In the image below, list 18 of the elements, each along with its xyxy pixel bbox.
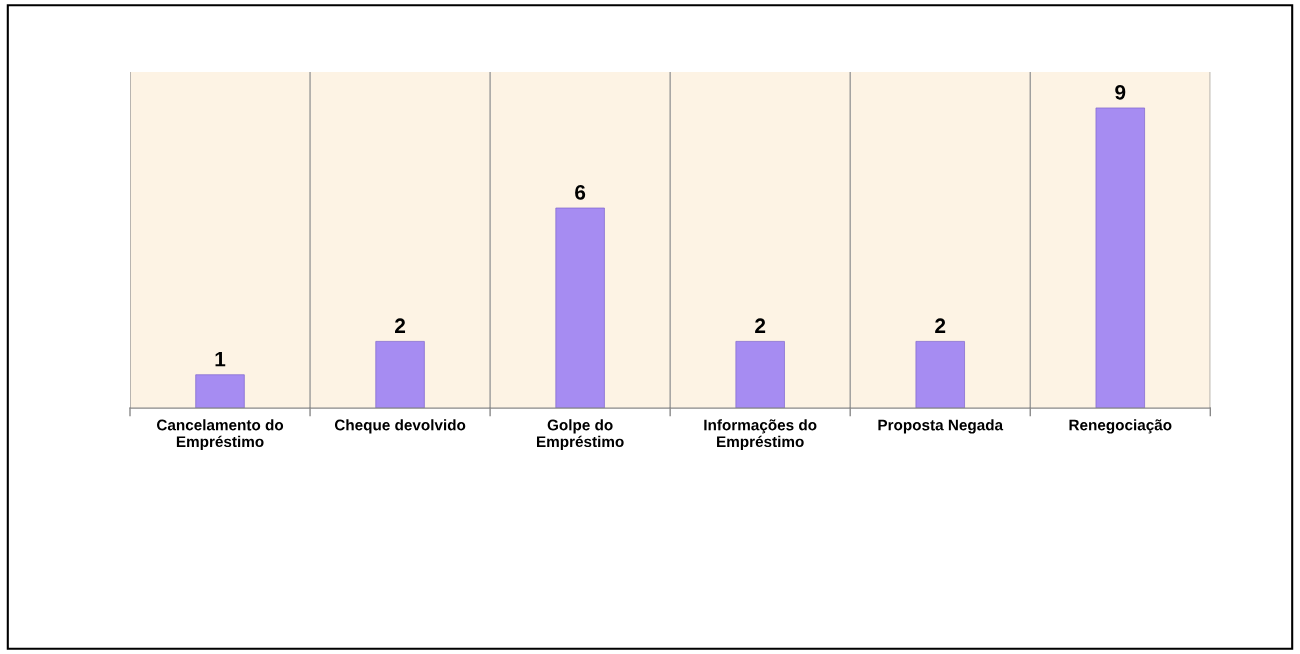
bar [1095,107,1145,409]
bar [915,341,965,409]
data-label: 2 [935,318,946,333]
x-tick-label: Cancelamento do Empréstimo [156,419,284,451]
x-tick-label: Informações do Empréstimo [704,419,817,451]
bar [195,374,245,409]
bar [735,341,785,409]
data-label: 1 [215,351,226,367]
data-label: 2 [395,318,406,333]
x-tick-label: Cheque devolvido [334,419,466,434]
bar [375,341,425,409]
data-label: 6 [575,184,586,200]
data-label: 9 [1115,84,1126,100]
x-tick-label: Proposta Negada [878,419,1004,434]
x-tick-label: Renegociação [1069,419,1172,434]
bar [555,207,605,409]
x-tick-label: Golpe do Empréstimo [537,419,624,451]
data-label: 2 [755,318,766,333]
